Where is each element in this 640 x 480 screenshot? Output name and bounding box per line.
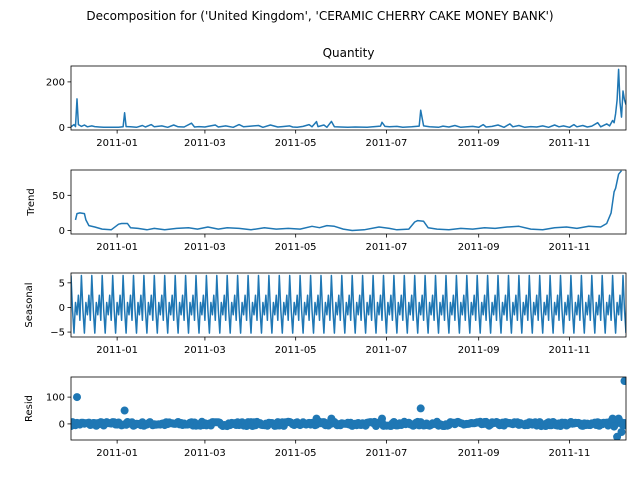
x-tick-label: 2011-11 (549, 242, 591, 253)
resid-point (620, 377, 626, 385)
resid-point (312, 414, 321, 423)
y-tick-label: 0 (59, 226, 65, 237)
y-tick-label: 5 (59, 278, 65, 289)
x-tick-label: 2011-03 (184, 242, 226, 253)
observed-series (71, 68, 626, 129)
x-tick-label: 2011-05 (275, 345, 317, 356)
y-tick-label: 100 (46, 393, 65, 404)
resid-point (120, 406, 129, 415)
seasonal-line (71, 274, 626, 334)
resid-point (622, 421, 626, 430)
trend-line (74, 170, 623, 232)
resid-point (416, 404, 425, 413)
x-tick-label: 2011-07 (366, 242, 408, 253)
x-tick-label: 2011-11 (549, 345, 591, 356)
x-tick-label: 2011-09 (458, 138, 500, 149)
x-tick-label: 2011-05 (275, 242, 317, 253)
resid-point (610, 422, 619, 431)
panel-observed: 0 200 2011-01 2011-03 2011-05 2011-07 2011-09 2… (46, 46, 627, 149)
observed-line (71, 68, 626, 129)
y-tick-label: −5 (50, 328, 65, 339)
x-tick-label: 2011-09 (458, 242, 500, 253)
y-tick-label: 0 (59, 419, 65, 430)
x-tick-label: 2011-05 (275, 448, 317, 459)
x-tick-label: 2011-03 (184, 138, 226, 149)
x-tick-label: 2011-11 (549, 448, 591, 459)
x-tick-label: 2011-11 (549, 138, 591, 149)
x-tick-label: 2011-07 (366, 345, 408, 356)
observed-title: Quantity (323, 46, 375, 60)
x-tick-label: 2011-01 (96, 345, 138, 356)
figure-title: Decomposition for ('United Kingdom', 'CE… (86, 9, 553, 23)
resid-point (327, 414, 336, 423)
seasonal-series (71, 274, 626, 334)
x-tick-label: 2011-07 (366, 448, 408, 459)
y-tick-label: 200 (46, 77, 65, 88)
x-tick-label: 2011-05 (275, 138, 317, 149)
seasonal-frame (70, 272, 627, 338)
y-tick-label: 0 (59, 123, 65, 134)
panel-resid: 0 100 2011-01 2011-03 2011-05 2011-07 2011-09 2… (24, 376, 627, 459)
panel-trend: 0 50 2011-01 2011-03 2011-05 2011-07 2011-09 20… (26, 169, 627, 253)
panels: 0 200 2011-01 2011-03 2011-05 2011-07 2011-09 2… (24, 46, 627, 459)
resid-point (73, 393, 81, 402)
trend-ylabel: Trend (26, 188, 37, 216)
resid-frame (70, 376, 627, 441)
observed-frame (70, 65, 627, 131)
x-tick-label: 2011-03 (184, 448, 226, 459)
seasonal-ylabel: Seasonal (24, 282, 35, 327)
resid-point (617, 428, 626, 436)
resid-ylabel: Resid (24, 395, 35, 422)
panel-seasonal: −5 0 5 2011-01 2011-03 2011-05 2011-07 2011-09 2… (24, 272, 627, 356)
resid-point (614, 414, 623, 423)
x-tick-label: 2011-07 (366, 138, 408, 149)
x-tick-label: 2011-09 (458, 448, 500, 459)
x-tick-label: 2011-09 (458, 345, 500, 356)
x-tick-label: 2011-03 (184, 345, 226, 356)
x-tick-label: 2011-01 (96, 448, 138, 459)
x-tick-label: 2011-01 (96, 138, 138, 149)
trend-series (74, 170, 623, 232)
trend-frame (70, 169, 627, 235)
resid-series (71, 377, 626, 440)
y-tick-label: 0 (59, 303, 65, 314)
y-tick-label: 50 (52, 191, 65, 202)
x-tick-label: 2011-01 (96, 242, 138, 253)
resid-point (378, 414, 386, 423)
resid-point (608, 414, 617, 423)
